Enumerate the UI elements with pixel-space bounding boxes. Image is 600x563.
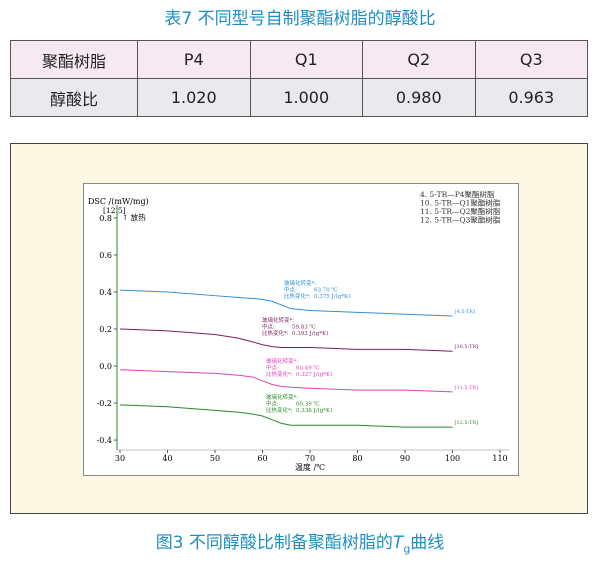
curve-end-label: [10.5-TR] — [455, 344, 479, 350]
y-tick-label: 0.6 — [99, 251, 112, 260]
legend-entry: 12. 5-TR—Q3聚酯树脂 — [420, 215, 501, 225]
x-tick-label: 40 — [162, 454, 172, 463]
annotation: 0.375 J/(g*K) — [314, 293, 350, 300]
y-label: DSC /(mW/mg) — [88, 197, 149, 206]
y-label-extra: [12.5] — [103, 206, 126, 215]
y-tick-label: -0.2 — [97, 399, 112, 408]
caption: 图3 不同醇酸比制备聚酯树脂的Tg曲线 — [0, 528, 600, 555]
header-cell: P4 — [137, 40, 251, 79]
annotation: 比热变化*: — [266, 370, 293, 378]
caption-subscript: g — [403, 542, 411, 556]
table-title: 表7 不同型号自制聚酯树脂的醇酸比 — [164, 9, 436, 29]
caption-symbol: T — [392, 533, 404, 553]
ratio-table: 聚酯树脂 P4 Q1 Q2 Q3 醇酸比 1.020 1.000 0.980 0… — [10, 40, 588, 117]
x-tick-label: 30 — [115, 454, 125, 463]
x-tick-label: 60 — [257, 454, 267, 463]
header-cell: Q2 — [362, 40, 476, 79]
dsc-curve — [119, 328, 453, 352]
annotation: 比热变化*: — [284, 292, 311, 300]
header-cell: 聚酯树脂 — [10, 40, 138, 79]
figure: DSC /(mW/mg) [12.5] ↑ 放热 温度 /℃ 0.8 0.6 0.4… — [10, 143, 588, 514]
annotation: 玻璃化转变*: — [262, 316, 294, 324]
annotation: 中点: — [262, 323, 275, 331]
annotation: 0.327 J/(g*K) — [296, 371, 332, 378]
annotation: 比热变化*: — [266, 406, 293, 414]
y-tick-label: 0.0 — [99, 362, 112, 371]
cell: 1.000 — [249, 78, 363, 117]
annotation: 玻璃化转变*: — [266, 393, 298, 401]
legend-entry: 11. 5-TR—Q2聚酯树脂 — [420, 206, 501, 216]
annotation: 玻璃化转变*: — [284, 279, 316, 287]
x-tick-label: 110 — [492, 454, 507, 463]
annotation: 63.70 ℃ — [314, 287, 338, 294]
annotation: 中点: — [266, 400, 279, 408]
dsc-curve — [119, 369, 453, 393]
legend-entry: 10. 5-TR—Q1聚酯树脂 — [420, 198, 501, 208]
y-tick-label: 0.2 — [99, 325, 112, 334]
annotation: 比热变化*: — [262, 329, 289, 337]
x-tick-label: 70 — [305, 454, 315, 463]
annotation: 玻璃化转变*: — [266, 357, 298, 365]
header-cell: Q1 — [249, 40, 363, 79]
cell: 醇酸比 — [10, 78, 138, 117]
annotation: 中点: — [266, 364, 279, 372]
annotation: 中点: — [284, 286, 297, 294]
y-tick-label: -0.4 — [97, 436, 112, 445]
annotation: 0.393 J/(g*K) — [292, 330, 328, 337]
curve-end-label: [12.5-TR] — [455, 420, 479, 426]
y-label-note: ↑ 放热 — [122, 212, 146, 222]
cell: 0.980 — [362, 78, 476, 117]
x-tick-label: 90 — [400, 454, 410, 463]
header-row: 聚酯树脂 P4 Q1 Q2 Q3 — [10, 40, 588, 79]
annotation: 60.49 ℃ — [296, 365, 320, 372]
x-tick-label: 100 — [445, 454, 460, 463]
x-label: 温度 /℃ — [295, 462, 325, 472]
caption-text: 曲线 — [410, 533, 445, 553]
cell: 1.020 — [137, 78, 251, 117]
x-tick-label: 50 — [210, 454, 220, 463]
y-tick-label: 0.8 — [99, 214, 112, 223]
data-row: 醇酸比 1.020 1.000 0.980 0.963 — [10, 78, 588, 117]
annotation: 0.336 J/(g*K) — [296, 407, 332, 414]
curve-end-label: [4.5-TR] — [455, 309, 476, 315]
x-tick-label: 80 — [352, 454, 362, 463]
header-cell: Q3 — [474, 40, 588, 79]
dsc-curve — [119, 404, 453, 428]
cell: 0.963 — [474, 78, 588, 117]
annotation: 60.39 ℃ — [296, 401, 320, 408]
curve-end-label: [11.5-TR] — [455, 385, 479, 391]
caption-text: 图3 不同醇酸比制备聚酯树脂的 — [155, 533, 393, 553]
y-tick-label: 0.4 — [99, 288, 112, 297]
legend-entry: 4. 5-TR—P4聚酯树脂 — [420, 189, 495, 199]
dsc-curve — [119, 289, 453, 317]
annotation: 59.83 ℃ — [292, 324, 316, 331]
